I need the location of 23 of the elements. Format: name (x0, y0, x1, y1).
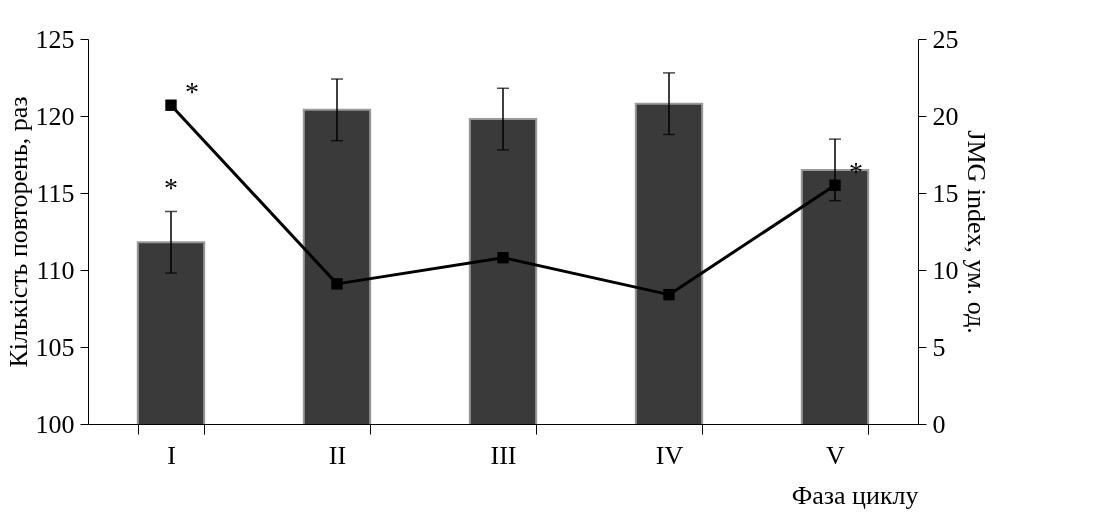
y-axis-title: Кількість повторень, раз (3, 96, 33, 368)
x-tick-label: III (490, 440, 517, 470)
annotation: * (849, 156, 863, 188)
y2-tick-label: 15 (932, 178, 959, 208)
y-tick-label: 125 (35, 24, 75, 54)
x-tick-label: IV (655, 440, 684, 470)
y2-tick-label: 0 (932, 409, 946, 439)
y2-tick-label: 20 (932, 101, 959, 131)
y-tick-label: 100 (35, 409, 75, 439)
x-tick-label: II (328, 440, 347, 470)
y2-axis-title: JMG index, ум. од. (961, 130, 991, 334)
x-tick-label: V (826, 440, 846, 470)
y-tick-label: 120 (35, 101, 75, 131)
annotation: * (164, 172, 178, 204)
y2-tick-label: 10 (932, 255, 959, 285)
y2-tick-label: 25 (932, 24, 959, 54)
y2-tick-label: 5 (932, 332, 946, 362)
x-tick-label: I (167, 440, 176, 470)
y-tick-label: 115 (36, 178, 75, 208)
annotation: * (185, 76, 199, 108)
x-axis-title: Фаза циклу (791, 480, 919, 510)
y-tick-label: 105 (35, 332, 75, 362)
y-tick-label: 110 (36, 255, 75, 285)
